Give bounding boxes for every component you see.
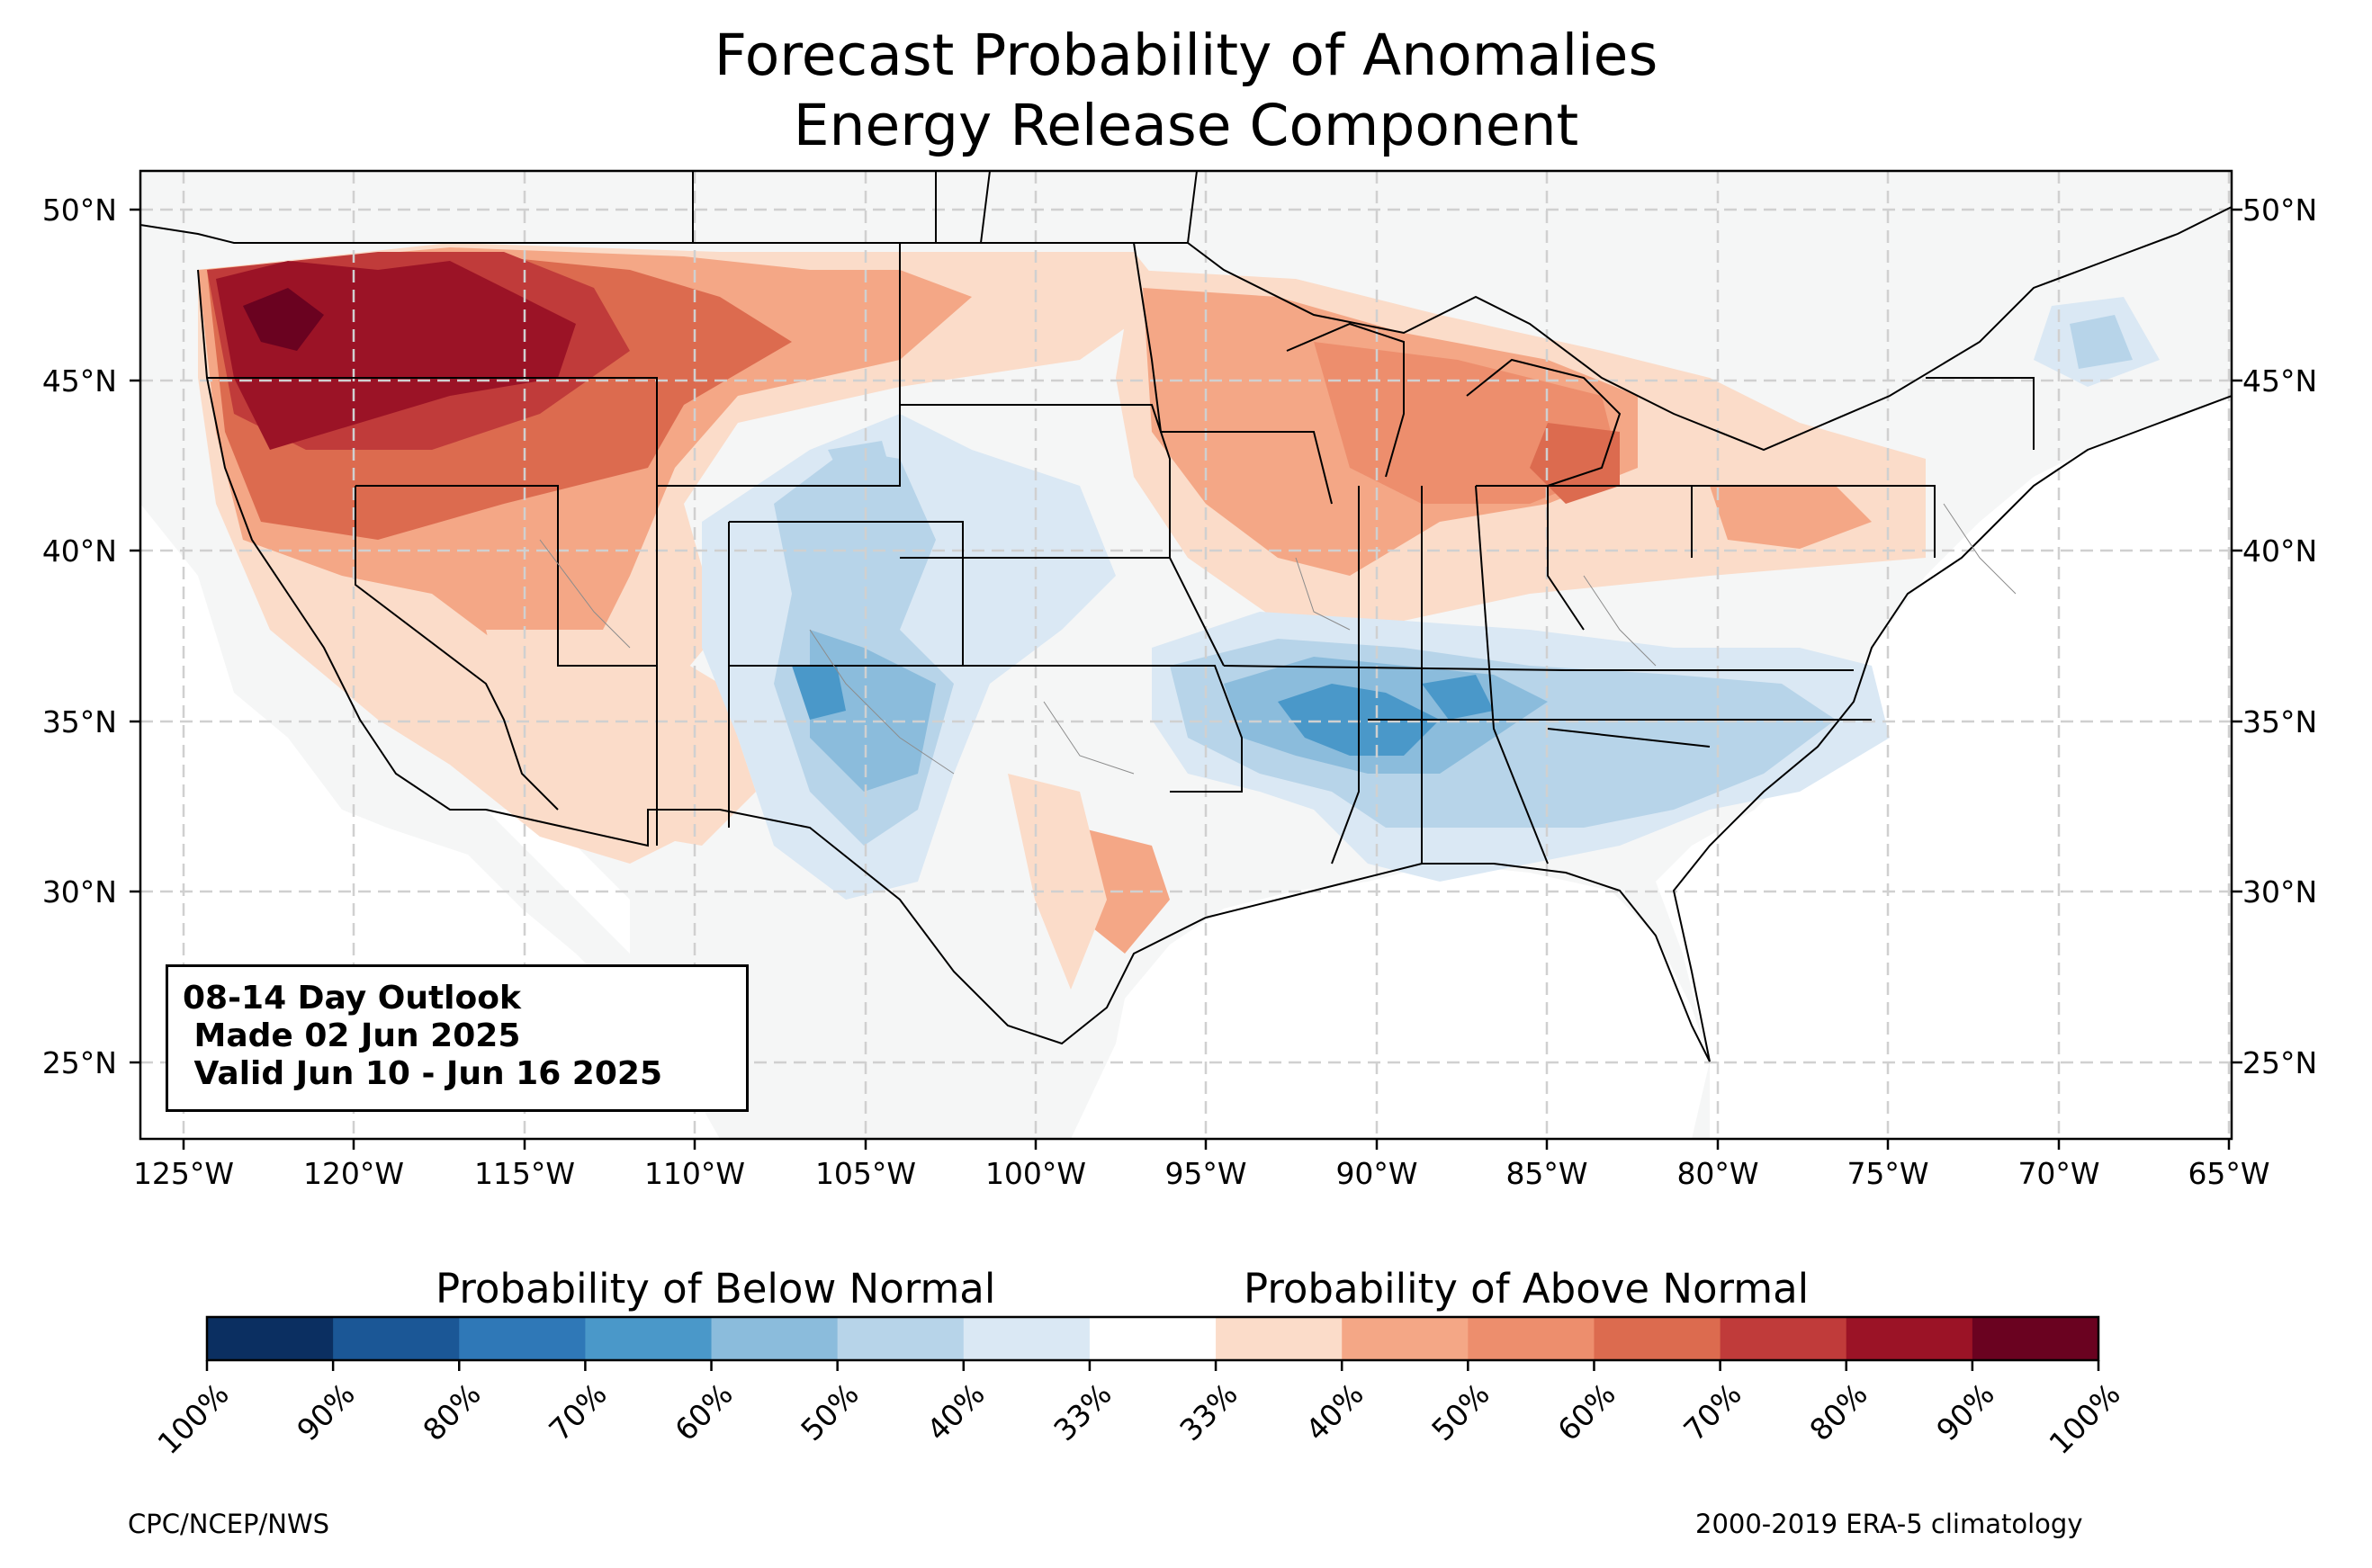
colorbar-segment	[963, 1317, 1091, 1360]
colorbar-segment	[459, 1317, 586, 1360]
lon-label: 110°W	[643, 1156, 746, 1191]
lat-label-right: 25°N	[2242, 1045, 2318, 1080]
gulf-of-mexico	[1071, 864, 1710, 1139]
lat-label-left: 35°N	[41, 704, 117, 739]
atlantic-ocean	[1656, 396, 2232, 1139]
lon-label: 95°W	[1164, 1156, 1247, 1191]
minor-boundaries	[539, 503, 2017, 775]
map-title-line-2: Energy Release Component	[793, 93, 1579, 158]
lon-label: 120°W	[302, 1156, 405, 1191]
colorbar-segment	[1972, 1317, 2099, 1360]
lat-label-right: 50°N	[2242, 193, 2318, 228]
colorbar-segment	[207, 1317, 334, 1360]
lat-label-left: 30°N	[41, 874, 117, 909]
lon-label: 65°W	[2188, 1156, 2270, 1191]
colorbar-segment	[333, 1317, 460, 1360]
colorbar-segment	[1342, 1317, 1469, 1360]
outlook-made-date: Made 02 Jun 2025	[183, 1017, 521, 1054]
lat-label-left: 50°N	[41, 193, 117, 228]
lon-label: 90°W	[1335, 1156, 1418, 1191]
axis-ticks	[130, 208, 2242, 1150]
footer-source: CPC/NCEP/NWS	[128, 1509, 330, 1539]
lat-label-left: 45°N	[41, 363, 117, 399]
lon-label: 70°W	[2017, 1156, 2100, 1191]
colorbar-segment	[585, 1317, 713, 1360]
colorbar-below-title: Probability of Below Normal	[436, 1265, 996, 1313]
lat-label-left: 40°N	[41, 533, 117, 569]
colorbar-segment	[1846, 1317, 1973, 1360]
lon-label: 125°W	[132, 1156, 235, 1191]
political-boundaries	[140, 171, 2232, 1062]
lon-label: 100°W	[984, 1156, 1087, 1191]
lon-label: 80°W	[1676, 1156, 1759, 1191]
outlook-period: 08-14 Day Outlook	[183, 980, 521, 1017]
lat-label-right: 35°N	[2242, 704, 2318, 739]
colorbar-above-title: Probability of Above Normal	[1244, 1265, 1810, 1313]
below-normal-shading	[702, 297, 2160, 900]
lon-label: 75°W	[1846, 1156, 1929, 1191]
colorbar-segment	[1720, 1317, 1847, 1360]
colorbar-segment	[1216, 1317, 1343, 1360]
lon-label: 105°W	[814, 1156, 917, 1191]
lat-label-right: 30°N	[2242, 874, 2318, 909]
colorbar-segment	[711, 1317, 839, 1360]
outlook-valid-range: Valid Jun 10 - Jun 16 2025	[183, 1055, 663, 1092]
colorbar-segment	[1468, 1317, 1595, 1360]
colorbar-segment	[837, 1317, 965, 1360]
lon-label: 115°W	[473, 1156, 576, 1191]
map-border	[139, 169, 2233, 1141]
footer-climatology: 2000-2019 ERA-5 climatology	[1695, 1509, 2083, 1539]
lat-label-right: 40°N	[2242, 533, 2318, 569]
lat-label-right: 45°N	[2242, 363, 2318, 399]
gulf-of-california	[486, 810, 630, 954]
map-title-line-1: Forecast Probability of Anomalies	[714, 22, 1658, 88]
outlook-info-box: 08-14 Day Outlook Made 02 Jun 2025 Valid…	[166, 964, 749, 1112]
colorbar-segment	[1089, 1317, 1217, 1360]
lon-label: 85°W	[1505, 1156, 1588, 1191]
colorbar-segment	[1594, 1317, 1721, 1360]
lat-label-left: 25°N	[41, 1045, 117, 1080]
colorbar-border	[205, 1315, 2100, 1362]
